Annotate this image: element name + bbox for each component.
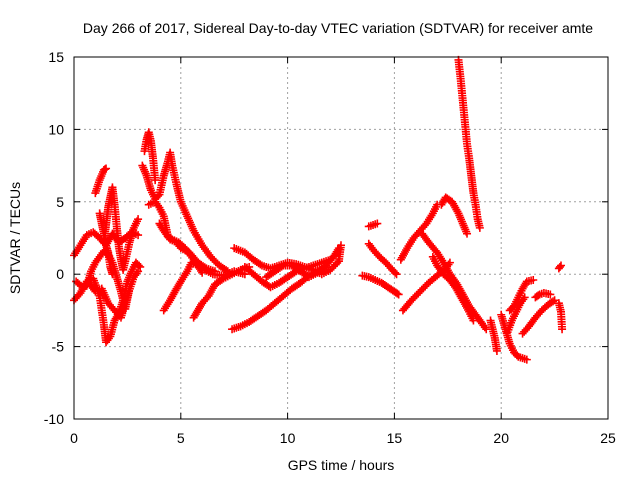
x-tick-label: 5 <box>177 430 185 446</box>
series-arc-32 <box>518 296 559 338</box>
data-point <box>534 291 543 300</box>
series-arc-26 <box>428 252 478 325</box>
x-tick-label: 15 <box>387 430 403 446</box>
y-tick-label: 5 <box>56 194 64 210</box>
data-point <box>522 355 531 364</box>
data-point <box>469 316 478 325</box>
data-point <box>546 290 555 299</box>
data-points <box>70 55 567 364</box>
series-arc-35 <box>554 261 566 273</box>
x-tick-label: 20 <box>493 430 509 446</box>
series-arc-28 <box>486 316 501 355</box>
series-arc-13 <box>189 262 254 322</box>
data-point <box>393 289 402 298</box>
y-tick-label: 10 <box>48 121 64 137</box>
data-point <box>151 176 160 185</box>
y-tick-label: 15 <box>48 49 64 65</box>
series-arc-19 <box>358 271 403 299</box>
series-arc-24 <box>437 193 472 238</box>
series-arc-12 <box>159 258 207 315</box>
data-point <box>555 262 564 271</box>
data-point <box>529 275 538 284</box>
data-point <box>391 268 400 277</box>
x-tick-label: 25 <box>600 430 616 446</box>
series-arc-20 <box>364 239 401 279</box>
series-arc-07 <box>95 209 117 279</box>
data-point <box>463 229 472 238</box>
y-tick-label: -5 <box>52 339 65 355</box>
data-point <box>557 261 566 270</box>
series-arc-21 <box>364 219 382 231</box>
series-arc-04 <box>91 164 111 198</box>
data-point <box>102 164 111 173</box>
series-arc-27 <box>454 55 484 232</box>
data-point <box>197 266 206 275</box>
data-point <box>373 219 382 228</box>
y-tick-label: 0 <box>56 266 64 282</box>
grid <box>74 57 608 419</box>
plot-frame <box>73 56 609 420</box>
data-point <box>548 297 557 306</box>
x-tick-label: 10 <box>280 430 296 446</box>
series-arc-30 <box>503 293 529 337</box>
series-arc-34 <box>554 299 567 334</box>
x-axis-label: GPS time / hours <box>288 457 395 473</box>
data-point <box>492 346 501 355</box>
chart-title: Day 266 of 2017, Sidereal Day-to-day VTE… <box>83 20 593 36</box>
data-point <box>333 258 342 267</box>
data-point <box>108 270 117 279</box>
x-tick-label: 0 <box>70 430 78 446</box>
data-point <box>558 325 567 334</box>
data-point <box>134 267 143 276</box>
data-point <box>210 267 219 276</box>
data-point <box>475 223 484 232</box>
series-arc-18 <box>334 241 345 266</box>
series-arc-11 <box>155 219 219 276</box>
data-point <box>394 290 403 299</box>
data-point <box>392 270 401 279</box>
data-point <box>277 262 286 271</box>
data-point <box>134 215 143 224</box>
y-axis-label: SDTVAR / TECUs <box>7 182 23 294</box>
data-point <box>198 268 207 277</box>
y-tick-label: -10 <box>44 411 64 427</box>
series-arc-33 <box>531 289 555 302</box>
data-point <box>550 296 559 305</box>
data-point <box>134 231 143 240</box>
data-point <box>136 262 145 271</box>
series-arc-31 <box>505 275 538 315</box>
data-point <box>337 241 345 250</box>
series-arc-08 <box>140 128 160 185</box>
data-point <box>125 284 134 293</box>
series-arc-09 <box>138 148 232 276</box>
